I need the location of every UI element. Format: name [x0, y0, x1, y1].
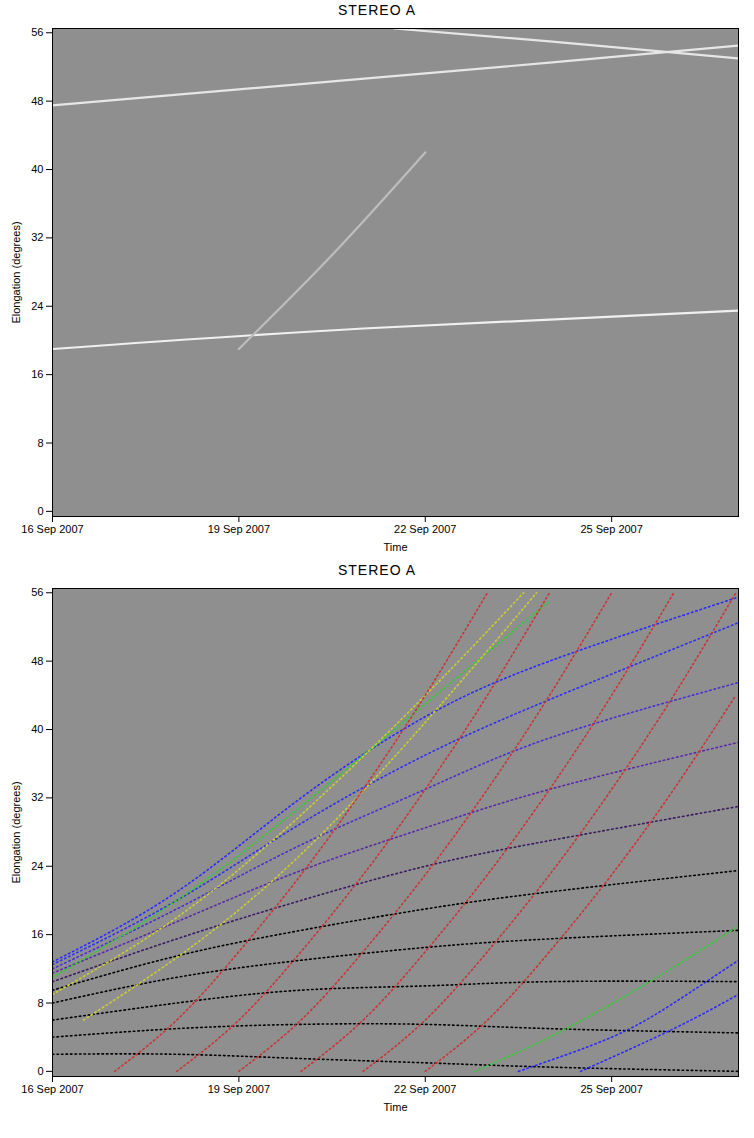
svg-text:Elongation (degrees): Elongation (degrees)	[10, 221, 22, 323]
svg-text:40: 40	[31, 723, 43, 735]
svg-text:25 Sep 2007: 25 Sep 2007	[580, 1083, 642, 1095]
svg-text:40: 40	[31, 163, 43, 175]
svg-text:19 Sep 2007: 19 Sep 2007	[208, 523, 270, 535]
svg-text:16: 16	[31, 928, 43, 940]
svg-text:32: 32	[31, 791, 43, 803]
svg-text:24: 24	[31, 300, 43, 312]
html-text:STEREO A: STEREO A	[338, 2, 416, 18]
svg-text:56: 56	[31, 586, 43, 598]
svg-text:32: 32	[31, 231, 43, 243]
svg-text:16: 16	[31, 368, 43, 380]
svg-text:8: 8	[37, 997, 43, 1009]
svg-text:22 Sep 2007: 22 Sep 2007	[394, 523, 456, 535]
svg-text:Elongation (degrees): Elongation (degrees)	[10, 781, 22, 883]
html-text:STEREO A: STEREO A	[338, 562, 416, 578]
svg-text:56: 56	[31, 26, 43, 38]
svg-text:16 Sep 2007: 16 Sep 2007	[21, 1083, 83, 1095]
svg-text:48: 48	[31, 95, 43, 107]
svg-text:25 Sep 2007: 25 Sep 2007	[580, 523, 642, 535]
svg-text:0: 0	[37, 1065, 43, 1077]
svg-text:48: 48	[31, 655, 43, 667]
svg-text:24: 24	[31, 860, 43, 872]
svg-text:0: 0	[37, 505, 43, 517]
svg-text:Time: Time	[383, 1101, 407, 1113]
svg-text:19 Sep 2007: 19 Sep 2007	[208, 1083, 270, 1095]
svg-text:16 Sep 2007: 16 Sep 2007	[21, 523, 83, 535]
svg-text:8: 8	[37, 437, 43, 449]
svg-text:Time: Time	[383, 541, 407, 553]
svg-text:22 Sep 2007: 22 Sep 2007	[394, 1083, 456, 1095]
